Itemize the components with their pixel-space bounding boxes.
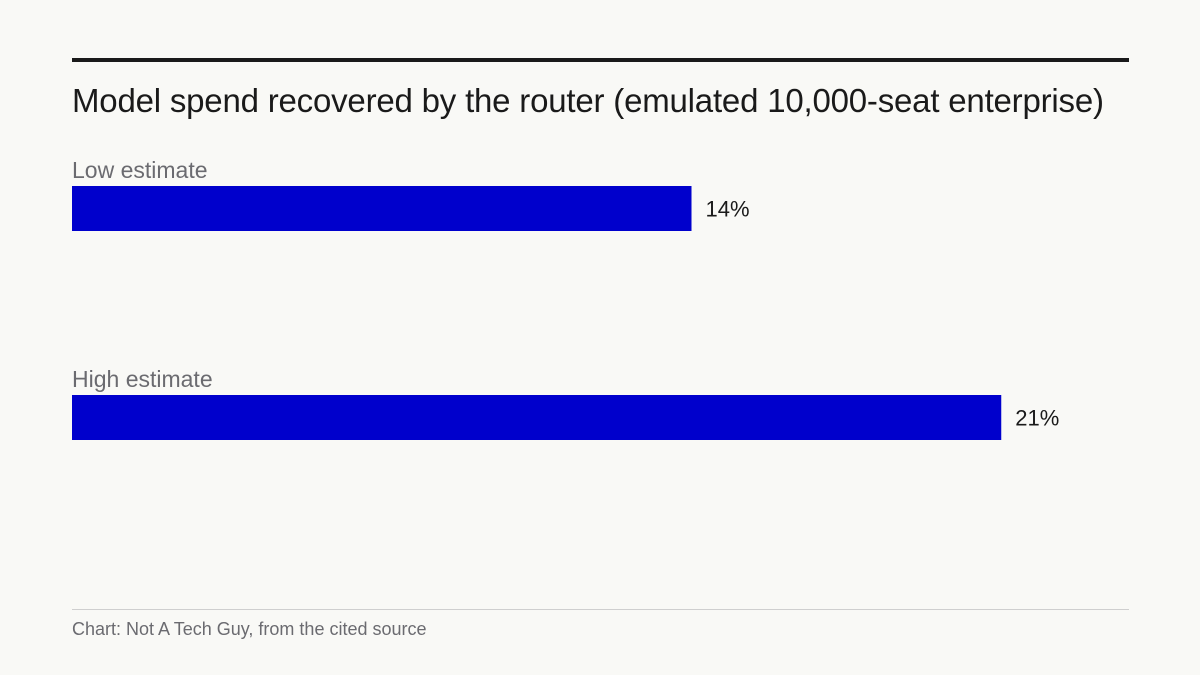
bar [72,186,692,231]
bottom-rule [72,609,1129,610]
category-label: High estimate [72,366,213,392]
data-label: 21% [1015,406,1059,431]
category-label: Low estimate [72,157,208,183]
chart-source: Chart: Not A Tech Guy, from the cited so… [72,619,427,639]
bars-layer: Low estimate 14% High estimate 21% [72,157,1059,440]
bar [72,395,1002,440]
chart-title: Model spend recovered by the router (emu… [72,82,1104,119]
top-rule [72,58,1129,62]
data-label: 14% [706,197,750,222]
